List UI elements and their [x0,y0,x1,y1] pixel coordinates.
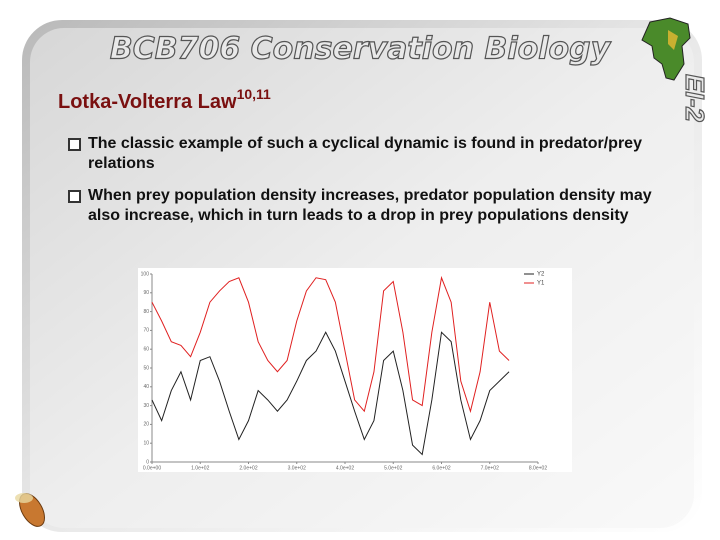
badge: EI-2 [680,74,710,122]
heading: Lotka-Volterra Law10,11 [58,86,271,114]
y-tick-label: 30 [143,403,149,409]
y-tick-label: 50 [143,365,149,371]
x-tick-label: 7.0e+02 [481,465,499,471]
x-tick-label: 3.0e+02 [288,465,306,471]
x-tick-label: 0.0e+00 [143,465,161,471]
series-line [151,331,510,456]
y-tick-label: 20 [143,422,149,428]
slide-title: BCB706 Conservation Biology [110,32,612,67]
bullet-marker [68,138,81,151]
y-tick-label: 80 [143,309,149,315]
africa-icon-detail [668,30,678,50]
series-line [151,275,510,414]
x-tick-label: 8.0e+02 [529,465,547,471]
bullet-text: When prey population density increases, … [88,187,652,224]
bullet: The classic example of such a cyclical d… [68,134,668,174]
africa-icon [641,17,691,81]
legend-label: Y1 [537,281,545,287]
bullet-text: The classic example of such a cyclical d… [88,135,642,172]
x-tick-label: 2.0e+02 [239,465,257,471]
bullet-marker [68,190,81,203]
y-tick-label: 90 [143,290,149,296]
y-tick-label: 0 [146,459,149,465]
x-tick-label: 5.0e+02 [384,465,402,471]
insect-wing [15,493,33,503]
heading-text: Lotka-Volterra Law [58,91,237,113]
y-tick-label: 10 [143,441,149,447]
x-tick-label: 6.0e+02 [432,465,450,471]
y-tick-label: 100 [141,271,150,277]
bullet: When prey population density increases, … [68,186,668,226]
y-tick-label: 60 [143,347,149,353]
x-tick-label: 4.0e+02 [336,465,354,471]
x-tick-label: 1.0e+02 [191,465,209,471]
heading-superscript: 10,11 [237,86,271,102]
y-tick-label: 40 [143,384,149,390]
legend-label: Y2 [537,272,545,278]
chart: 0 10 20 30 40 50 60 70 80 90 100 0.0e+00 1.0e+02 2.0e… [138,268,572,472]
y-tick-label: 70 [143,328,149,334]
